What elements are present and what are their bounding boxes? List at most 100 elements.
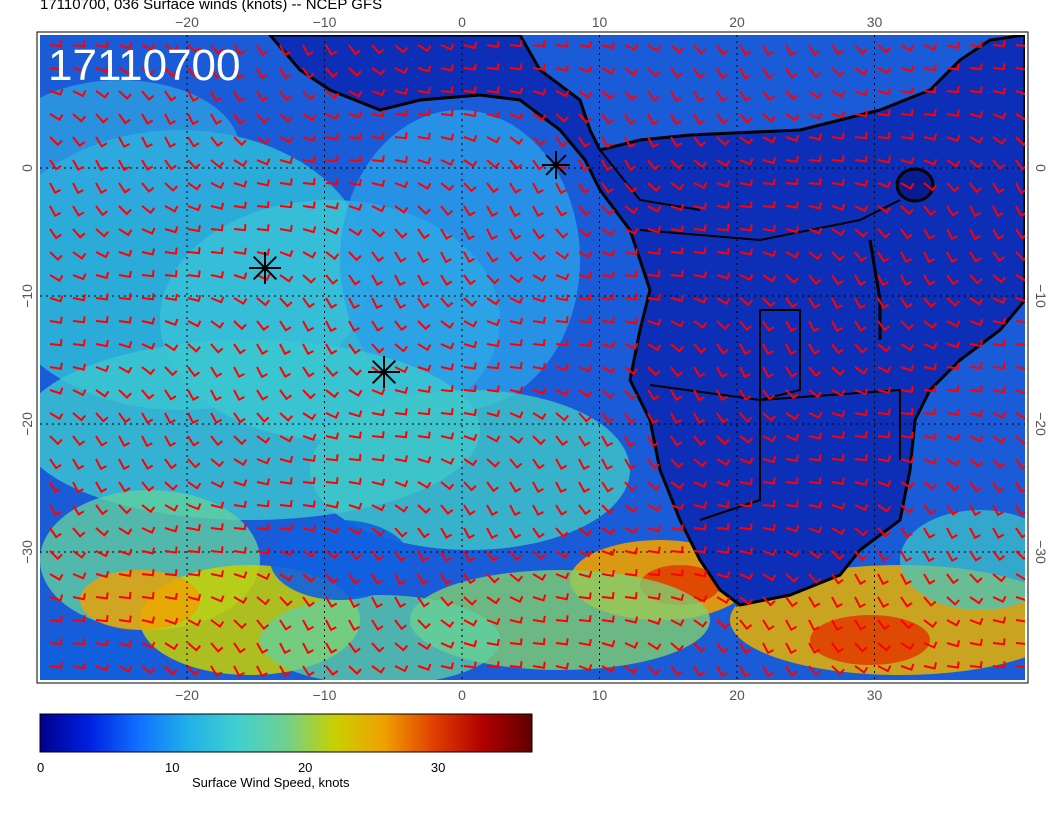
speed-region [810,615,930,665]
wind-barb [256,343,269,355]
wind-barb [532,136,546,147]
wind-barb [670,44,684,54]
wind-barb [118,316,132,324]
wind-barb [578,113,592,124]
wind-barb [946,481,960,492]
wind-barb [716,479,731,487]
wind-barb [808,411,823,419]
wind-barb [49,412,64,421]
wind-barb [509,182,522,194]
wind-barb [601,182,614,194]
wind-barb [923,432,938,440]
wind-barb [693,90,705,103]
wind-barb [900,182,915,190]
wind-barb [302,251,317,259]
wind-barb [302,454,316,463]
wind-barb [992,182,1005,194]
wind-barb [532,339,546,347]
wind-barb [371,297,383,310]
wind-barb [49,136,63,147]
wind-barb [187,593,202,602]
wind-barb [808,320,820,333]
wind-barb [49,458,62,470]
wind-barb [394,343,409,353]
wind-barb [739,158,754,166]
wind-barb [49,295,64,303]
wind-barb [647,412,659,425]
wind-barb [302,274,316,284]
wind-barb [532,661,546,669]
wind-barb [302,320,314,333]
wind-barb [256,478,270,486]
wind-barb [969,435,984,443]
wind-barb [486,110,501,119]
lat-tick-label-left: −20 [19,412,35,436]
wind-barb [417,619,431,630]
wind-barb [187,90,200,102]
wind-barb [555,363,570,371]
wind-barb [95,639,109,647]
wind-barb [348,477,362,485]
wind-barb [624,412,637,424]
wind-barb [371,179,386,188]
wind-barb [532,88,547,96]
wind-barb [463,408,477,417]
wind-barb [210,296,225,304]
wind-barb [992,251,1006,263]
wind-barb [279,619,292,631]
wind-barb [49,274,64,282]
wind-barb [509,228,522,240]
wind-barb [923,274,936,286]
wind-barb [394,619,408,631]
wind-barb [762,619,775,631]
wind-barb [808,202,822,210]
wind-barb [325,619,337,632]
wind-barb [946,228,958,241]
wind-barb [394,297,407,309]
wind-barb [72,593,86,601]
wind-barb [854,550,868,562]
speed-region [310,390,630,550]
wind-barb [233,136,247,147]
wind-barb [164,67,178,78]
wind-barb [532,63,546,71]
wind-barb [509,595,524,604]
wind-barb [693,523,707,531]
wind-barb [486,617,501,626]
wind-barb [785,454,799,463]
wind-barb [831,251,845,262]
wind-barb [624,366,639,376]
wind-barb [486,573,500,584]
wind-barb [394,87,409,96]
wind-barb [302,177,316,186]
wind-barb [601,228,616,237]
wind-barb [1015,642,1025,645]
wind-barb [118,592,132,600]
wind-barb [555,273,570,281]
wind-barb [601,665,616,673]
wind-barb [440,297,454,308]
wind-barb [992,339,1006,347]
wind-barb [49,550,63,561]
wind-barb [693,412,706,424]
wind-barb [854,297,866,310]
wind-barb [923,363,937,371]
wind-barb [233,67,245,80]
wind-barb [463,205,476,217]
wind-barb [95,90,110,99]
wind-barb [463,134,478,143]
wind-barb [302,665,315,677]
wind-barb [256,366,268,379]
wind-barb [141,182,155,193]
wind-barb [923,527,936,539]
wind-barb [348,44,361,56]
wind-barb [601,548,616,556]
wind-barb [371,478,386,487]
wind-barb [417,320,431,331]
wind-barb [647,665,661,676]
wind-barb [762,665,774,678]
wind-barb [233,247,247,255]
wind-barb [785,596,798,608]
wind-barb [210,570,224,578]
wind-barb [72,389,87,397]
